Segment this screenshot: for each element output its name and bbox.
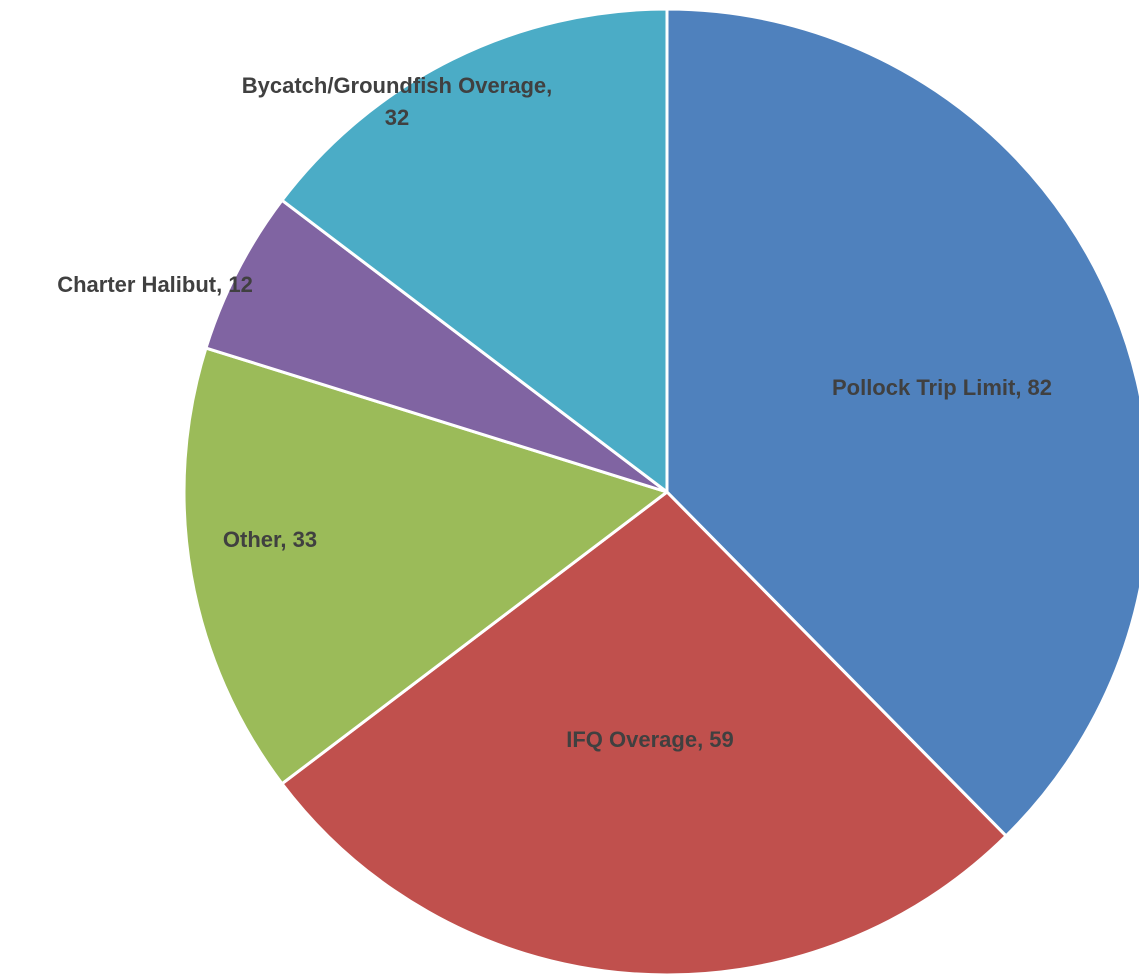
data-label: Charter Halibut, 12: [57, 272, 253, 297]
pie-slice: [204, 198, 669, 494]
pie-slice: [182, 346, 669, 786]
data-label: Other, 33: [222, 527, 318, 552]
pie-slice: [280, 7, 669, 494]
data-label: Bycatch/Groundfish Overage, 32: [241, 73, 553, 130]
data-label: Pollock Trip Limit, 82: [831, 375, 1053, 400]
pie-slice: [665, 7, 1139, 838]
data-label: IFQ Overage, 59: [566, 727, 734, 752]
